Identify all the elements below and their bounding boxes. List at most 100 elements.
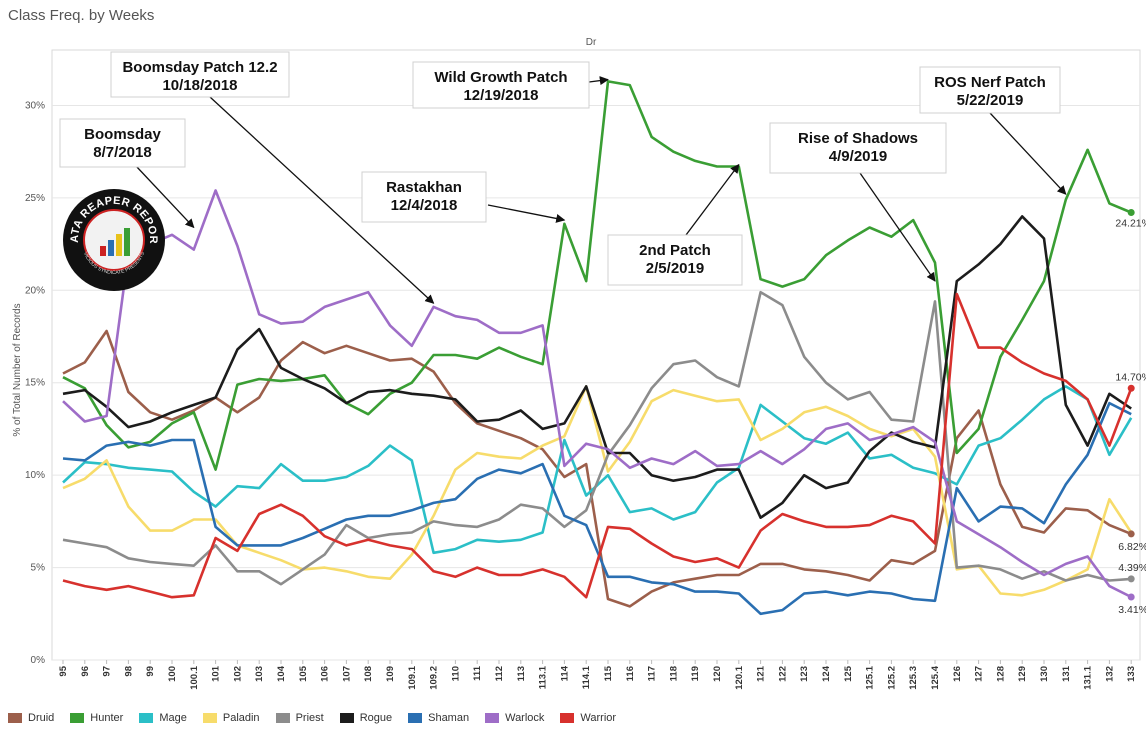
legend-item-mage[interactable]: Mage bbox=[139, 712, 187, 724]
annotation-text: 2nd Patch bbox=[639, 242, 711, 259]
annotation-text: 12/4/2018 bbox=[391, 197, 458, 214]
series-lines bbox=[62, 80, 1133, 616]
x-tick-label: 104 bbox=[276, 665, 287, 682]
annotation-box bbox=[919, 66, 1061, 114]
page-title: Class Freq. by Weeks bbox=[8, 7, 155, 24]
x-tick-label: 118 bbox=[668, 666, 679, 681]
legend-item-shaman[interactable]: Shaman bbox=[408, 712, 469, 724]
x-tick-label: 124 bbox=[821, 665, 832, 682]
legend-item-hunter[interactable]: Hunter bbox=[70, 712, 123, 724]
x-tick-label: 101 bbox=[211, 665, 222, 682]
x-tick-label: 103 bbox=[254, 666, 265, 682]
legend-swatch bbox=[339, 713, 354, 723]
annotation-arrow bbox=[859, 172, 936, 282]
series-line-rogue bbox=[62, 215, 1132, 519]
annotation-text: Boomsday Patch 12.2 bbox=[122, 59, 277, 76]
legend-label: Hunter bbox=[90, 712, 124, 724]
end-label: 24.21% bbox=[1115, 217, 1146, 229]
chart-grid bbox=[51, 49, 1141, 664]
legend-item-paladin[interactable]: Paladin bbox=[202, 712, 260, 724]
annotation-arrow bbox=[588, 76, 609, 86]
x-tick-label: 115 bbox=[603, 665, 614, 681]
legend-swatch bbox=[485, 713, 500, 723]
legend-label: Paladin bbox=[222, 712, 260, 724]
legend-swatch bbox=[70, 713, 85, 723]
end-labels: 24.21% 14.70% 6.82% 4.39% 3.41% bbox=[1115, 208, 1146, 616]
x-tick-label: 114 bbox=[559, 665, 570, 681]
x-tick-label: 102 bbox=[232, 666, 243, 682]
x-axis-ticks: 95 96 97 98 99 100 100.1 101 102 103 104 105 106 107 1… bbox=[58, 665, 1137, 689]
x-tick-label: 120 bbox=[712, 666, 723, 682]
legend-item-warrior[interactable]: Warrior bbox=[560, 712, 616, 724]
annotation-arrow bbox=[487, 204, 566, 223]
end-marker bbox=[1127, 208, 1135, 216]
annotation-text: 4/9/2019 bbox=[829, 148, 887, 165]
x-tick-label: 113 bbox=[516, 666, 527, 681]
x-tick-label: 122 bbox=[777, 666, 788, 682]
y-tick-label: 25% bbox=[25, 193, 45, 204]
annotation-arrow bbox=[685, 163, 740, 236]
x-tick-label: 107 bbox=[341, 666, 352, 682]
x-tick-label: 111 bbox=[472, 665, 483, 681]
x-tick-label: 132 bbox=[1104, 666, 1115, 682]
end-marker bbox=[1127, 575, 1135, 583]
legend-swatch bbox=[560, 713, 575, 723]
end-label: 4.39% bbox=[1118, 562, 1146, 574]
annotation-text: Boomsday bbox=[84, 126, 161, 143]
y-tick-label: 10% bbox=[25, 470, 45, 481]
annotation-text: ROS Nerf Patch bbox=[934, 74, 1046, 91]
x-tick-label: 110 bbox=[450, 666, 461, 681]
x-tick-label: 109 bbox=[385, 666, 396, 682]
x-tick-label: 98 bbox=[123, 666, 134, 677]
y-tick-label: 30% bbox=[25, 100, 45, 111]
annotation-arrow bbox=[135, 165, 195, 229]
x-tick-label: 127 bbox=[974, 666, 985, 682]
x-tick-label: 131 bbox=[1061, 665, 1072, 682]
series-line-priest bbox=[62, 290, 1132, 586]
annotation-box bbox=[607, 234, 743, 286]
x-tick-label: 128 bbox=[995, 666, 1006, 682]
legend-item-rogue[interactable]: Rogue bbox=[339, 712, 392, 724]
x-tick-label: 123 bbox=[799, 666, 810, 682]
x-tick-label: 100.1 bbox=[189, 665, 200, 689]
legend-swatch bbox=[202, 713, 217, 723]
line-chart: 0% 5% 10% 15% 20% 25% 30% 95 96 97 98 99 100 100.1 10… bbox=[12, 37, 1146, 690]
end-marker bbox=[1127, 384, 1135, 392]
y-tick-label: 0% bbox=[31, 655, 46, 666]
annotation-box bbox=[110, 51, 290, 98]
legend-item-druid[interactable]: Druid bbox=[8, 712, 54, 724]
end-label: 6.82% bbox=[1118, 541, 1146, 553]
series-line-warlock bbox=[62, 189, 1132, 599]
x-tick-label: 95 bbox=[58, 665, 69, 676]
legend-item-warlock[interactable]: Warlock bbox=[485, 712, 544, 724]
legend-label: Shaman bbox=[428, 712, 470, 724]
end-marker bbox=[1127, 530, 1135, 538]
annotation-box bbox=[769, 122, 947, 174]
x-tick-label: 120.1 bbox=[734, 665, 745, 689]
annotation: Boomsday Patch 12.210/18/2018 bbox=[110, 51, 435, 304]
legend-label: Warrior bbox=[580, 712, 617, 724]
legend-swatch bbox=[139, 713, 154, 723]
annotation-text: 10/18/2018 bbox=[162, 77, 237, 94]
y-tick-label: 5% bbox=[31, 563, 46, 574]
annotation-box bbox=[59, 118, 186, 168]
annotation-text: Rise of Shadows bbox=[798, 130, 918, 147]
y-axis-title: % of Total Number of Records bbox=[12, 303, 23, 436]
x-tick-label: 133 bbox=[1126, 666, 1137, 682]
x-tick-label: 131.1 bbox=[1083, 665, 1094, 689]
y-tick-label: 15% bbox=[25, 378, 45, 389]
x-tick-label: 119 bbox=[690, 666, 701, 681]
x-tick-label: 97 bbox=[102, 666, 113, 677]
annotation-arrow bbox=[989, 112, 1067, 195]
x-tick-label: 126 bbox=[952, 666, 963, 682]
x-tick-label: 125.3 bbox=[908, 666, 919, 690]
legend-item-priest[interactable]: Priest bbox=[275, 712, 324, 724]
legend-swatch bbox=[408, 713, 423, 723]
x-tick-label: 129 bbox=[1017, 666, 1028, 682]
x-tick-label: 116 bbox=[625, 666, 636, 681]
